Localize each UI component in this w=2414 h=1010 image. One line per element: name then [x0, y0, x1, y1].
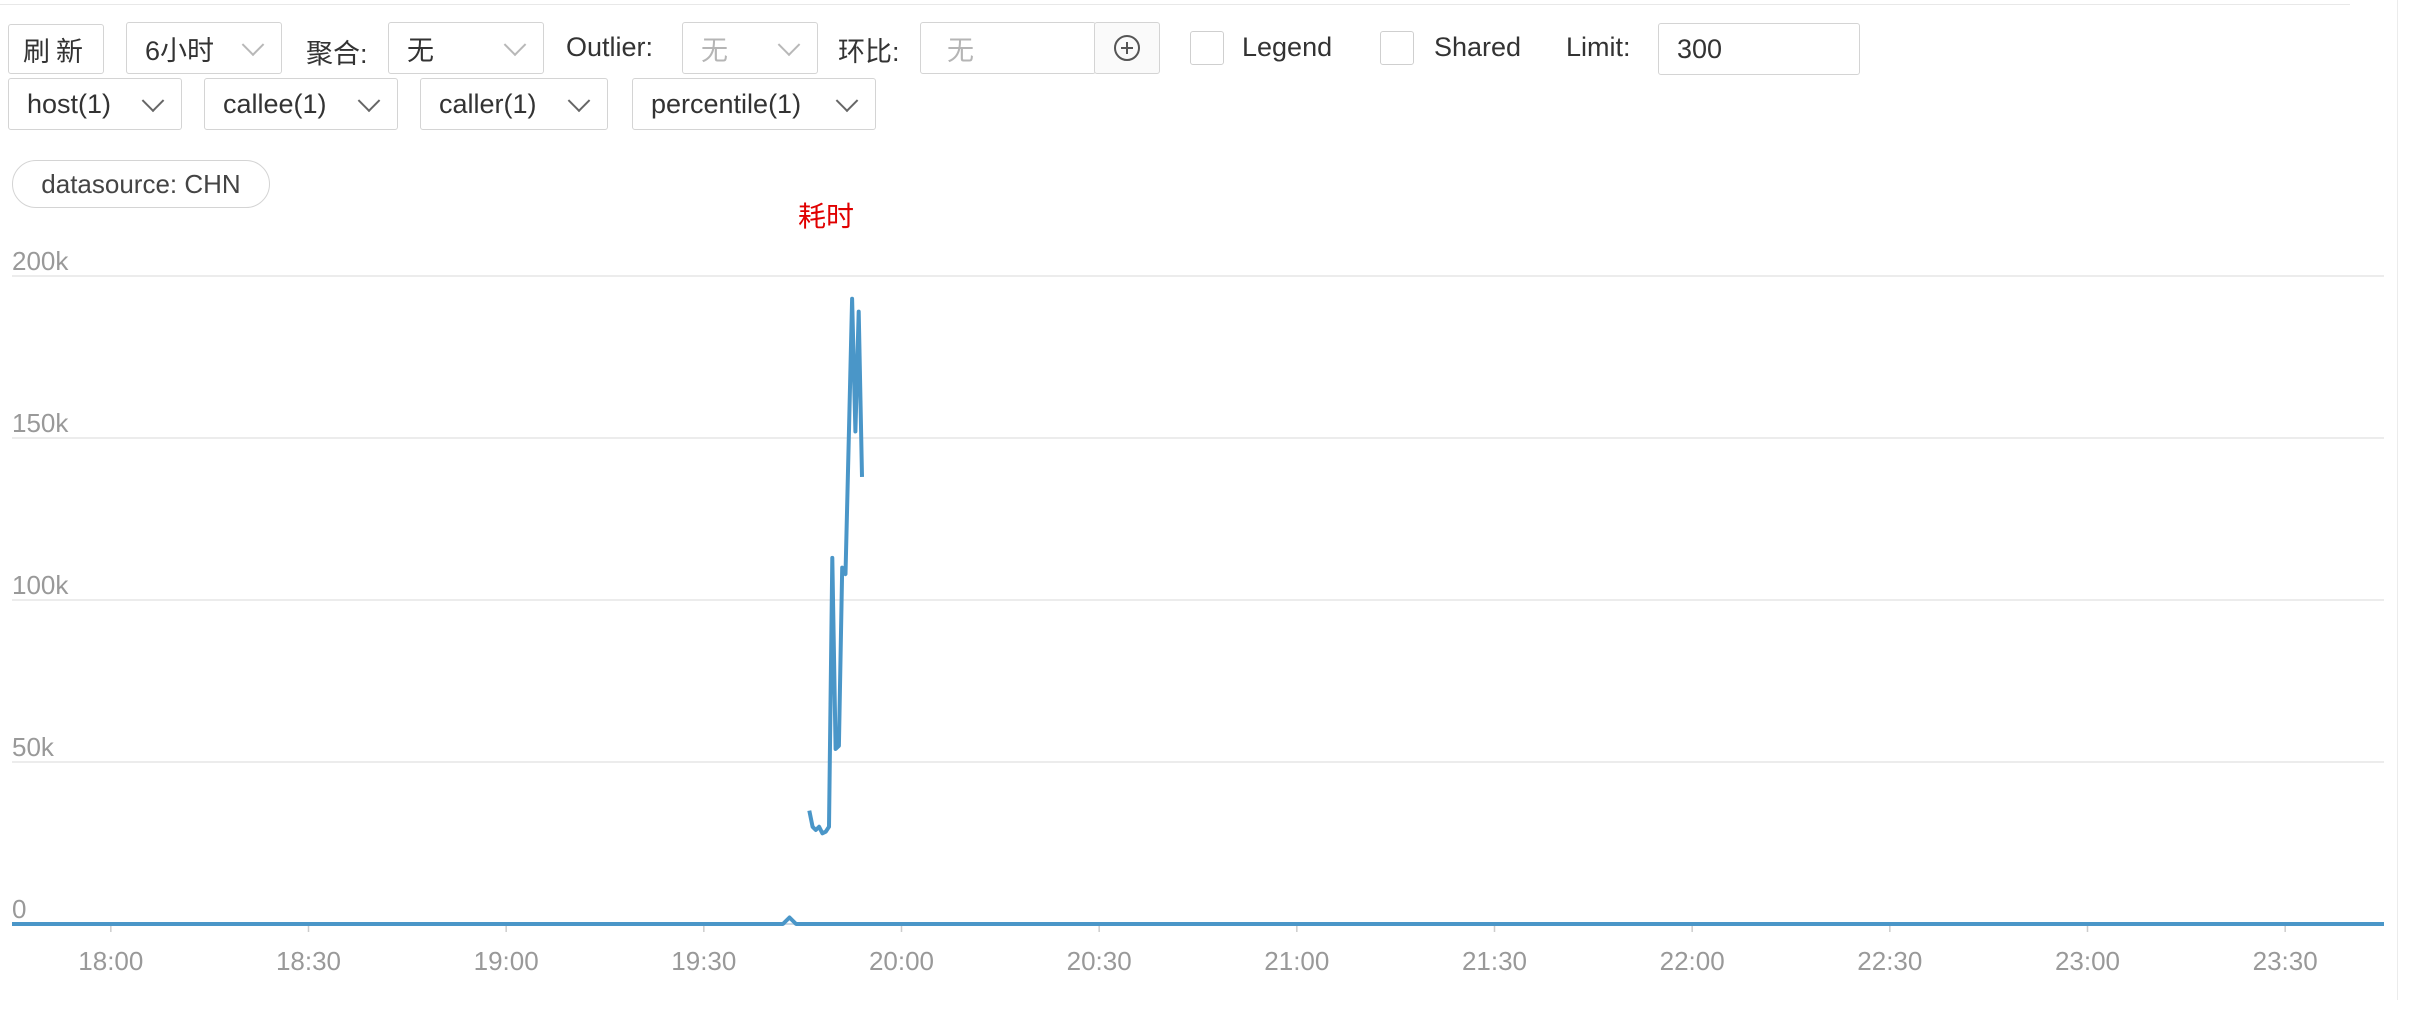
limit-input[interactable]: 300	[1658, 23, 1860, 75]
shared-label: Shared	[1434, 32, 1522, 62]
series-line-2	[12, 915, 2384, 926]
ratio-input[interactable]: 无	[920, 22, 1096, 74]
series-line-1	[807, 296, 864, 836]
shared-checkbox[interactable]	[1380, 31, 1414, 65]
y-tick-label: 100k	[12, 570, 69, 600]
add-ratio-button[interactable]	[1094, 22, 1160, 74]
x-tick-label: 22:00	[1660, 946, 1725, 976]
x-tick-label: 19:00	[474, 946, 539, 976]
filter-label: host(1)	[27, 88, 112, 119]
x-tick-label: 20:30	[1067, 946, 1132, 976]
filter-caller-select[interactable]: caller(1)	[420, 78, 608, 130]
limit-value: 300	[1677, 33, 1723, 64]
refresh-button[interactable]: 刷新	[8, 24, 104, 74]
filter-host-select[interactable]: host(1)	[8, 78, 182, 130]
time-range-value: 6小时	[145, 35, 215, 66]
aggregate-value: 无	[407, 35, 434, 66]
aggregate-label: 聚合:	[306, 39, 368, 69]
legend-label: Legend	[1242, 32, 1333, 62]
x-tick-label: 19:30	[671, 946, 736, 976]
x-tick-label: 21:00	[1264, 946, 1329, 976]
ratio-placeholder: 无	[947, 35, 974, 66]
chart-title: 耗时	[798, 201, 854, 232]
panel-top-border	[0, 4, 2350, 5]
time-range-select[interactable]: 6小时	[126, 22, 282, 74]
plus-circle-icon	[1114, 35, 1140, 61]
outlier-label: Outlier:	[566, 32, 654, 62]
legend-checkbox[interactable]	[1190, 31, 1224, 65]
x-tick-label: 20:00	[869, 946, 934, 976]
x-tick-label: 18:30	[276, 946, 341, 976]
panel-right-border	[2397, 0, 2414, 1000]
limit-label: Limit:	[1566, 32, 1631, 62]
y-tick-label: 50k	[12, 732, 55, 762]
x-tick-label: 23:30	[2253, 946, 2318, 976]
x-tick-label: 23:00	[2055, 946, 2120, 976]
y-tick-label: 150k	[12, 408, 69, 438]
x-tick-label: 22:30	[1857, 946, 1922, 976]
outlier-select[interactable]: 无	[682, 22, 818, 74]
y-tick-label: 200k	[12, 246, 69, 276]
outlier-value: 无	[701, 35, 728, 66]
x-tick-label: 18:00	[78, 946, 143, 976]
y-tick-label: 0	[12, 894, 26, 924]
ratio-label: 环比:	[838, 37, 900, 67]
filter-percentile-select[interactable]: percentile(1)	[632, 78, 876, 130]
x-tick-label: 21:30	[1462, 946, 1527, 976]
datasource-tag[interactable]: datasource: CHN	[12, 160, 270, 208]
filter-label: callee(1)	[223, 88, 327, 119]
filter-label: percentile(1)	[651, 88, 802, 119]
filter-label: caller(1)	[439, 88, 537, 119]
aggregate-select[interactable]: 无	[388, 22, 544, 74]
filter-callee-select[interactable]: callee(1)	[204, 78, 398, 130]
